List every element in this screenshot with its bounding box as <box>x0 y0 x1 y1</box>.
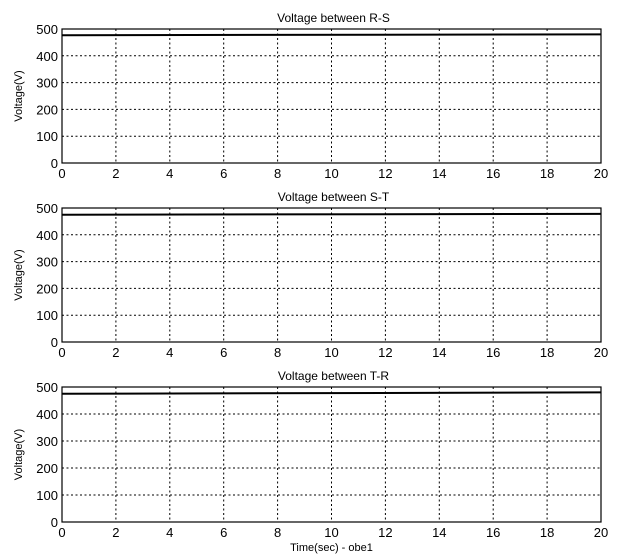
x-tick-label: 0 <box>58 345 65 360</box>
x-tick-label: 2 <box>112 166 119 181</box>
x-tick-label: 4 <box>166 166 173 181</box>
y-tick-label: 300 <box>36 434 58 449</box>
x-tick-label: 16 <box>486 345 500 360</box>
y-tick-label: 200 <box>36 461 58 476</box>
axes-frame <box>61 28 602 164</box>
x-tick-label: 14 <box>432 525 446 540</box>
chart-title: Voltage between R-S <box>277 11 390 25</box>
x-tick-label: 20 <box>594 166 608 181</box>
x-tick-label: 12 <box>378 525 392 540</box>
y-tick-label: 400 <box>36 228 58 243</box>
x-tick-label: 6 <box>220 345 227 360</box>
x-tick-label: 10 <box>324 166 338 181</box>
x-tick-label: 10 <box>324 525 338 540</box>
axes-frame <box>61 386 602 523</box>
y-tick-label: 400 <box>36 49 58 64</box>
x-tick-label: 8 <box>274 166 281 181</box>
y-axis-label: Voltage(V) <box>13 70 25 121</box>
x-axis-label: Time(sec) - obe1 <box>290 542 373 554</box>
y-tick-label: 100 <box>36 308 58 323</box>
chart-panel-2: Voltage between S-T0 2 4 6 8 10 12 14 16 18 200100… <box>13 190 608 360</box>
y-tick-label: 100 <box>36 488 58 503</box>
y-tick-label: 200 <box>36 102 58 117</box>
x-tick-label: 0 <box>58 166 65 181</box>
x-tick-label: 8 <box>274 345 281 360</box>
series-line <box>61 33 602 37</box>
chart-panel-1: Voltage between R-S0 2 4 6 8 10 12 14 16 18 200100… <box>13 11 608 181</box>
y-tick-label: 0 <box>51 515 58 530</box>
x-tick-label: 4 <box>166 525 173 540</box>
x-tick-label: 12 <box>378 166 392 181</box>
x-tick-label: 14 <box>432 345 446 360</box>
chart-title: Voltage between S-T <box>278 190 390 204</box>
y-tick-label: 200 <box>36 281 58 296</box>
series-line <box>61 391 602 395</box>
x-tick-label: 12 <box>378 345 392 360</box>
x-tick-label: 16 <box>486 166 500 181</box>
x-tick-label: 2 <box>112 345 119 360</box>
x-tick-label: 10 <box>324 345 338 360</box>
x-tick-label: 6 <box>220 525 227 540</box>
x-tick-label: 20 <box>594 525 608 540</box>
x-tick-label: 16 <box>486 525 500 540</box>
y-tick-label: 0 <box>51 335 58 350</box>
series-line <box>61 212 602 216</box>
x-tick-label: 2 <box>112 525 119 540</box>
x-tick-label: 0 <box>58 525 65 540</box>
chart-panel-3: Voltage between T-R0 2 4 6 8 10 12 14 16 18 200100… <box>13 369 608 554</box>
y-tick-label: 500 <box>36 380 58 395</box>
y-tick-label: 0 <box>51 156 58 171</box>
chart-title: Voltage between T-R <box>278 369 390 383</box>
y-tick-label: 100 <box>36 129 58 144</box>
axes-frame <box>61 207 602 343</box>
y-axis-label: Voltage(V) <box>13 249 25 300</box>
y-tick-label: 300 <box>36 76 58 91</box>
x-tick-label: 14 <box>432 166 446 181</box>
x-tick-label: 18 <box>540 345 554 360</box>
y-tick-label: 400 <box>36 407 58 422</box>
x-tick-label: 18 <box>540 525 554 540</box>
x-tick-label: 18 <box>540 166 554 181</box>
y-axis-label: Voltage(V) <box>13 429 25 480</box>
x-tick-label: 4 <box>166 345 173 360</box>
x-tick-label: 6 <box>220 166 227 181</box>
y-tick-label: 500 <box>36 201 58 216</box>
x-tick-label: 8 <box>274 525 281 540</box>
x-tick-label: 20 <box>594 345 608 360</box>
y-tick-label: 300 <box>36 255 58 270</box>
y-tick-label: 500 <box>36 22 58 37</box>
